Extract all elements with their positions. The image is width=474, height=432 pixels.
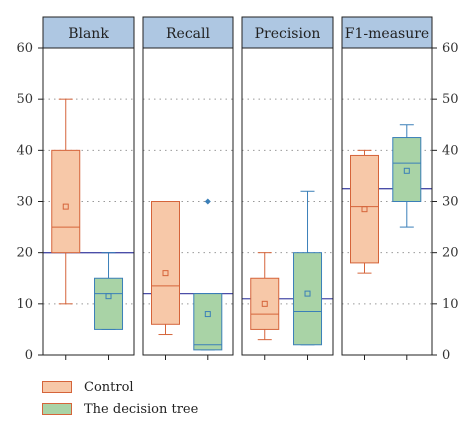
y-tick-label-left: 40 (16, 143, 33, 158)
panel-frame (341, 47, 433, 356)
box-decision-tree (392, 137, 422, 203)
mean-marker (162, 270, 169, 277)
box-control (250, 277, 280, 330)
mean-marker (304, 290, 311, 297)
y-tick-label-right: 20 (442, 246, 459, 261)
panel-strip (42, 16, 135, 49)
outlier-point (204, 198, 211, 205)
panel-strip-label: Precision (255, 26, 321, 42)
box-decision-tree (94, 277, 124, 330)
legend-item-decision-tree: The decision tree (42, 398, 198, 420)
y-tick-label-left: 60 (16, 41, 33, 56)
y-tick-label-right: 50 (442, 92, 459, 107)
panel-frame (42, 47, 135, 356)
y-tick-label-left: 50 (16, 92, 33, 107)
y-tick-label-right: 0 (442, 348, 450, 363)
mean-marker (105, 293, 112, 300)
y-tick-label-left: 20 (16, 246, 33, 261)
mean-marker (204, 311, 211, 318)
panel-strip-label: F1-measure (345, 26, 429, 42)
y-tick-label-left: 10 (16, 297, 33, 312)
box-control (350, 154, 379, 264)
mean-marker (361, 206, 368, 213)
box-decision-tree (193, 293, 223, 351)
legend-swatch-control (42, 381, 72, 393)
panel-strip (142, 16, 234, 49)
panel-strip (341, 16, 433, 49)
box-control (51, 149, 81, 254)
mean-marker (62, 203, 69, 210)
panel-frame (241, 47, 334, 356)
panel-strip-label: Recall (166, 26, 210, 42)
y-tick-label-left: 0 (25, 348, 33, 363)
legend: Control The decision tree (42, 376, 198, 420)
y-tick-label-right: 30 (442, 195, 459, 210)
legend-label-decision-tree: The decision tree (84, 401, 199, 417)
box-control (151, 201, 180, 325)
y-tick-label-right: 10 (442, 297, 459, 312)
y-tick-label-right: 40 (442, 143, 459, 158)
y-tick-label-left: 30 (16, 195, 33, 210)
legend-item-control: Control (42, 376, 198, 398)
legend-label-control: Control (84, 379, 134, 395)
y-tick-label-right: 60 (442, 41, 459, 56)
mean-marker (261, 300, 268, 307)
panel-strip (241, 16, 334, 49)
panel-strip-label: Blank (68, 26, 109, 42)
panel-frame (142, 47, 234, 356)
mean-marker (403, 167, 410, 174)
box-decision-tree (293, 252, 323, 346)
legend-swatch-decision-tree (42, 403, 72, 415)
